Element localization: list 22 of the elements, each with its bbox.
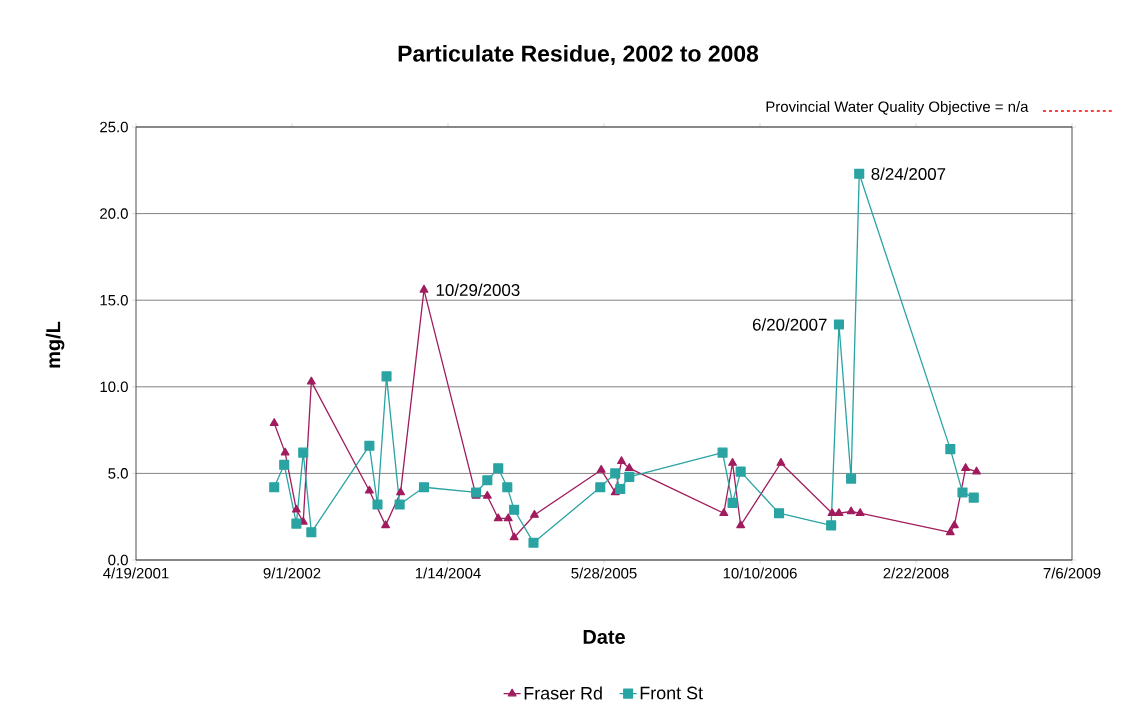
x-tick-label: 1/14/2004: [415, 567, 481, 579]
x-tick-label: 10/10/2006: [723, 567, 797, 579]
x-tick-label: 7/6/2009: [1043, 567, 1101, 579]
legend-label: Fraser Rd: [524, 686, 602, 700]
y-tick-label: 15.0: [100, 294, 128, 306]
annotation: 10/29/2003: [436, 283, 520, 297]
annotation: 8/24/2007: [871, 167, 946, 180]
chart-title: Particulate Residue, 2002 to 2008: [398, 44, 759, 66]
x-tick-label: 2/22/2008: [883, 567, 949, 579]
y-tick-label: 25.0: [100, 121, 128, 133]
x-axis-title: Date: [583, 630, 625, 644]
y-tick-label: 0.0: [108, 554, 128, 566]
annotation: 6/20/2007: [752, 318, 827, 331]
text: Provincial Water Quality Objective = n/a: [766, 101, 1029, 115]
y-tick-label: 10.0: [100, 381, 128, 393]
x-tick-label: 4/19/2001: [103, 567, 169, 579]
y-tick-label: 20.0: [100, 208, 128, 219]
y-tick-label: 5.0: [108, 468, 128, 479]
x-tick-label: 9/1/2002: [263, 567, 321, 579]
y-axis-title: mg/L: [45, 321, 65, 368]
x-tick-label: 5/28/2005: [571, 567, 637, 579]
legend-label: Front St: [640, 686, 703, 700]
